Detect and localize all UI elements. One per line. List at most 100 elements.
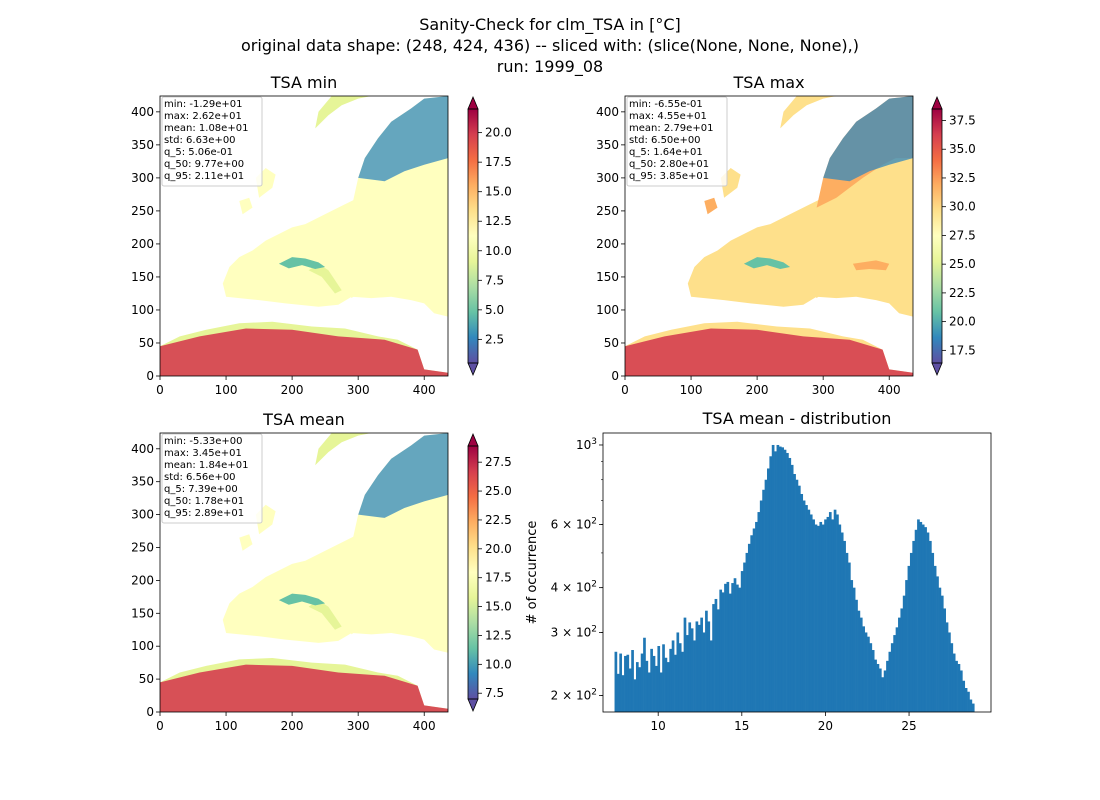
histogram-bar: [952, 653, 956, 712]
x-tick-label: 300: [347, 383, 370, 397]
stats-line: std: 6.50e+00: [629, 135, 701, 146]
y-axis: 0 50 100 150 200 250 300 350 400: [131, 442, 160, 719]
figure-title-line3: run: 1999_08: [496, 57, 604, 76]
axes-frame: [624, 95, 914, 377]
histogram-bar: [616, 673, 620, 712]
histogram-bar: [900, 608, 904, 712]
histogram-bar: [690, 628, 694, 712]
land-region: [315, 96, 372, 129]
histogram-bar: [719, 589, 723, 712]
stats-line: mean: 1.08e+01: [164, 123, 248, 134]
histogram-bar: [848, 562, 851, 712]
histogram-bar: [800, 493, 804, 712]
stats-legend-box: [161, 433, 263, 524]
colorbar-gradient: [468, 109, 478, 363]
histogram-bar: [959, 670, 963, 712]
histogram-bar: [774, 451, 777, 712]
colorbar-tick-label: 20.0: [949, 315, 976, 329]
colorbar-tick-label: 25.0: [485, 484, 512, 498]
histogram-bar: [767, 468, 770, 712]
histogram-bar: [845, 552, 849, 712]
hot-region: [160, 328, 448, 376]
y-tick-label: 50: [604, 336, 619, 350]
histogram-bar: [967, 691, 970, 712]
histogram-bar: [714, 598, 718, 712]
histogram-bar: [635, 662, 639, 712]
histogram-bar: [921, 524, 925, 712]
stats-line: q_50: 2.80e+01: [629, 159, 709, 170]
stats-line: min: -5.33e+00: [164, 436, 243, 447]
histogram-bar: [857, 610, 861, 712]
histogram-bar: [647, 672, 651, 712]
histogram-bar: [950, 643, 954, 712]
x-tick-label: 0: [156, 383, 164, 397]
histogram-bar: [740, 571, 744, 712]
stats-line: q_5: 1.64e+01: [629, 147, 703, 158]
x-tick-label: 10: [651, 719, 666, 733]
histogram-bar: [640, 653, 644, 712]
histogram-bar: [969, 699, 973, 712]
histogram-bar: [716, 609, 720, 712]
histogram-bar: [655, 665, 658, 712]
axes-frame: [159, 432, 449, 713]
histogram-bar: [867, 636, 870, 712]
stats-line: min: -6.55e-01: [629, 99, 703, 110]
histogram-bar: [776, 444, 780, 712]
y-tick-label: 0: [146, 369, 154, 383]
histogram-bar: [724, 583, 727, 712]
histogram-bar: [936, 576, 939, 712]
axes-frame: [602, 432, 992, 713]
stats-legend-box: [161, 96, 263, 187]
mountain-region: [278, 257, 326, 269]
histogram-bar: [905, 580, 908, 712]
y-tick-label: 300: [596, 171, 619, 185]
histogram-bar: [926, 532, 930, 712]
histogram-bar: [919, 521, 923, 712]
y-tick-label: 200: [131, 237, 154, 251]
stats-line: q_95: 3.85e+01: [629, 171, 709, 182]
histogram-bar: [631, 650, 634, 712]
panel-title: TSA max: [732, 73, 804, 92]
y-axis: 0 50 100 150 200 250 300 350 400: [596, 105, 625, 383]
x-axis: 0 100 200 300 400: [156, 376, 436, 397]
colorbar-tick-label: 37.5: [949, 113, 976, 127]
histogram-bar: [786, 452, 789, 712]
histogram-bar: [929, 540, 932, 712]
y-axis: 2 × 102 3 × 102 4 × 102 6 × 102 103: [551, 437, 603, 703]
histogram-bar: [707, 621, 711, 712]
panel-title: TSA mean - distribution: [702, 409, 892, 428]
histogram-bar: [736, 584, 739, 712]
histogram-bar: [859, 617, 863, 712]
cold-region: [823, 96, 913, 182]
histogram-bar: [664, 657, 668, 712]
mountain-region: [743, 257, 791, 269]
histogram-bar: [838, 524, 842, 712]
histogram-bar: [836, 514, 839, 712]
colorbar-tick-label: 5.0: [485, 303, 504, 317]
histogram-bar: [747, 543, 751, 712]
histogram-bar: [683, 617, 687, 712]
histogram-bar: [645, 660, 649, 712]
histogram-bar: [795, 479, 799, 712]
histogram-bar: [659, 672, 663, 712]
x-tick-label: 400: [878, 383, 901, 397]
land-region: [341, 273, 362, 299]
histogram-bar: [871, 650, 875, 712]
y-tick-label: 350: [596, 138, 619, 152]
histogram-bar: [764, 479, 768, 712]
histogram-bar: [676, 632, 680, 712]
histogram-bar: [938, 587, 942, 712]
histogram-bar: [662, 644, 665, 712]
colorbar-frame: [467, 108, 479, 364]
x-tick-label: 20: [818, 719, 833, 733]
histogram-bar: [783, 449, 787, 712]
histogram-bar: [781, 447, 784, 712]
land-region: [806, 273, 827, 299]
histogram-bar: [709, 640, 713, 712]
stats-line: max: 3.45e+01: [164, 448, 242, 459]
histogram-bar: [633, 679, 637, 712]
histogram-bar: [898, 617, 901, 712]
histogram-bar: [957, 663, 961, 712]
y-tick-label: 150: [596, 270, 619, 284]
